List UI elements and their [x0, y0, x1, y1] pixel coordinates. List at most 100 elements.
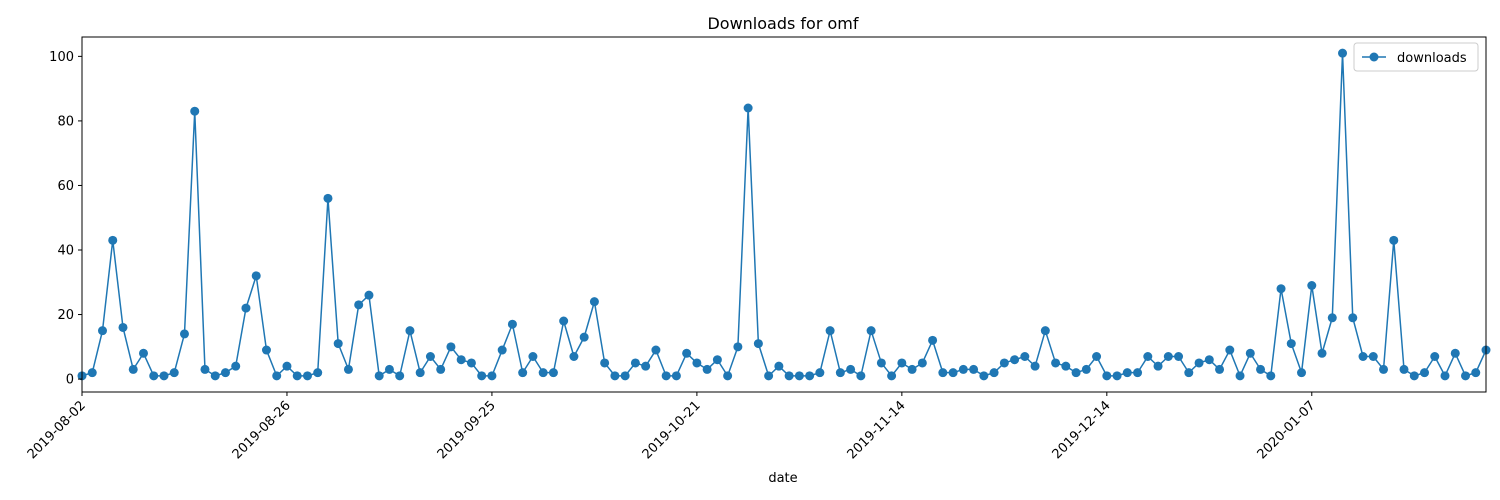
x-tick-label: 2019-10-21 — [640, 398, 704, 462]
data-point — [1235, 371, 1245, 381]
x-tick-label: 2020-01-07 — [1255, 398, 1319, 462]
data-point — [1276, 284, 1286, 294]
data-point — [1256, 364, 1266, 374]
data-point — [641, 361, 651, 371]
data-point — [425, 352, 435, 361]
data-point — [333, 339, 343, 349]
data-point — [1020, 352, 1030, 361]
data-point — [723, 371, 733, 381]
data-point — [1040, 326, 1050, 336]
data-point — [835, 368, 845, 378]
data-point — [887, 371, 897, 381]
y-tick-label: 40 — [57, 244, 74, 259]
data-point — [364, 290, 374, 300]
legend-label: downloads — [1397, 51, 1467, 66]
data-point — [825, 326, 835, 336]
data-point — [261, 345, 271, 355]
data-point — [87, 368, 97, 378]
data-point — [928, 335, 938, 345]
data-point — [1399, 364, 1409, 374]
data-point — [1184, 368, 1194, 378]
data-point — [846, 364, 856, 374]
data-point — [1420, 368, 1430, 378]
data-point — [374, 371, 384, 381]
data-point — [1297, 368, 1307, 378]
data-point — [1461, 371, 1470, 381]
x-tick-label: 2019-08-02 — [25, 398, 89, 462]
data-point — [1471, 368, 1481, 378]
data-point — [1440, 371, 1450, 381]
data-point — [292, 371, 302, 381]
x-axis-label: date — [768, 471, 797, 486]
data-point — [518, 368, 528, 378]
y-tick-label: 60 — [57, 179, 74, 194]
data-point — [866, 326, 876, 336]
data-point — [466, 358, 476, 368]
data-point — [118, 322, 128, 332]
data-point — [1122, 368, 1132, 378]
data-point — [159, 371, 169, 381]
data-point — [764, 371, 774, 381]
data-point — [815, 368, 825, 378]
data-point — [743, 103, 753, 113]
data-point — [200, 364, 210, 374]
data-point — [692, 358, 702, 368]
x-axis: 2019-08-02 2019-08-26 2019-09-25 2019-10-21… — [25, 392, 1319, 462]
data-point — [128, 364, 138, 374]
data-point — [1061, 361, 1071, 371]
data-point — [559, 316, 569, 326]
data-point — [979, 371, 989, 381]
x-tick-label: 2019-12-14 — [1050, 398, 1114, 462]
data-point — [456, 355, 466, 365]
x-tick-label: 2019-09-25 — [435, 398, 499, 462]
data-point — [712, 355, 722, 365]
data-point — [1163, 352, 1173, 361]
data-point — [446, 342, 456, 352]
data-point — [1051, 358, 1061, 368]
data-point — [876, 358, 886, 368]
data-point — [917, 358, 927, 368]
data-point — [210, 371, 220, 381]
y-axis: 0 20 40 60 80 100 — [49, 50, 82, 388]
data-point — [794, 371, 804, 381]
data-point — [651, 345, 661, 355]
data-point — [220, 368, 230, 378]
data-point — [149, 371, 159, 381]
data-point — [1010, 355, 1020, 365]
data-point — [1030, 361, 1040, 371]
data-point — [610, 371, 620, 381]
data-point — [958, 364, 968, 374]
data-point — [1389, 235, 1399, 245]
data-point — [548, 368, 558, 378]
data-point — [405, 326, 415, 336]
data-point — [907, 364, 917, 374]
data-point — [620, 371, 630, 381]
data-point — [1204, 355, 1214, 365]
data-point — [600, 358, 610, 368]
data-point — [1112, 371, 1122, 381]
data-point — [282, 361, 292, 371]
axes-frame — [81, 36, 1487, 393]
data-point — [1092, 352, 1102, 361]
data-point — [98, 326, 107, 336]
data-point — [415, 368, 425, 378]
data-point — [1307, 281, 1317, 290]
data-point — [1266, 371, 1276, 381]
data-point — [774, 361, 784, 371]
data-point — [1071, 368, 1081, 378]
data-point — [589, 297, 599, 307]
data-point — [938, 368, 948, 378]
data-point — [1081, 364, 1091, 374]
data-point — [1430, 352, 1440, 361]
data-point — [1102, 371, 1112, 381]
data-point — [1225, 345, 1235, 355]
data-point — [395, 371, 405, 381]
data-point — [507, 319, 517, 329]
x-tick-label: 2019-11-14 — [845, 398, 909, 462]
data-point — [1327, 313, 1337, 323]
y-tick-label: 20 — [57, 308, 74, 323]
data-point — [969, 364, 979, 374]
y-tick-label: 80 — [57, 114, 74, 129]
data-point — [384, 364, 394, 374]
